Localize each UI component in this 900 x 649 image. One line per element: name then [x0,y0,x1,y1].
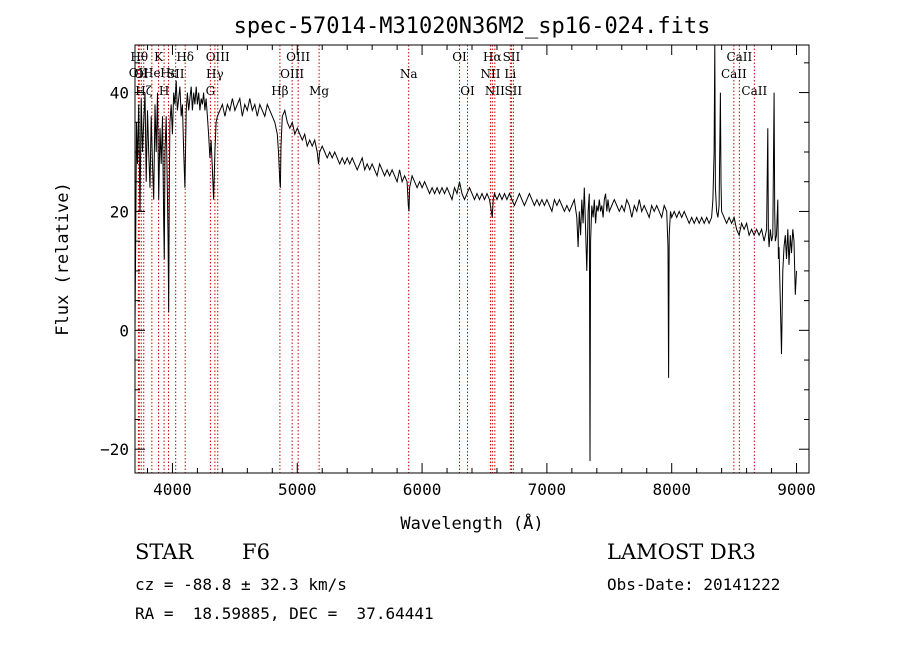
x-tick-label: 7000 [528,480,567,499]
line-label: SII [504,84,522,98]
line-label: G [206,84,216,98]
line-label: CaII [726,50,752,64]
y-tick-label: −20 [100,440,129,459]
line-label: SII [503,50,521,64]
redshift-cz: cz = -88.8 ± 32.3 km/s [135,575,347,594]
line-label: OI [460,84,475,98]
x-axis-label: Wavelength (Å) [400,512,543,534]
line-label: CaII [741,84,767,98]
object-class: STAR [135,540,194,564]
y-tick-label: 0 [119,321,129,340]
line-label: Na [400,67,418,81]
x-tick-label: 9000 [777,480,816,499]
line-label: OIII [286,50,310,64]
object-subclass: F6 [242,540,270,564]
line-label: Mg [309,84,329,98]
plot-frame [134,44,810,474]
line-label: OIII [280,67,304,81]
line-label: CaII [721,67,747,81]
line-label: He [143,66,161,80]
line-label: NII [485,84,505,98]
x-tick-label: 5000 [278,480,317,499]
y-tick-label: 20 [110,202,129,221]
line-label: Hθ [130,50,148,64]
flux-series-line [134,44,797,462]
line-label: OI [134,67,149,81]
y-axis-label: Flux (relative) [53,182,73,336]
line-label: OI [452,50,467,64]
line-label: OIII [206,50,230,64]
y-axis-ticks: −20 0 20 40 [100,62,809,459]
line-label: OII [129,66,149,80]
line-label: Hβ [271,84,288,98]
x-tick-label: 8000 [652,480,691,499]
x-axis-ticks: 4000 5000 6000 7000 8000 9000 [146,45,816,499]
y-tick-label: 40 [110,84,129,103]
line-label: K [154,50,164,64]
chart-title: spec-57014-M31020N36M2_sp16-024.fits [234,14,711,39]
spectral-line-markers [137,45,755,473]
line-label: SII [167,67,185,81]
line-label: Li [504,67,516,81]
line-label: Hα [483,50,502,64]
line-label: H [159,84,169,98]
line-label: Hζ [135,84,152,98]
spectral-line-labels: HθOIIOIHζHeKHHεSIIHδGHγOIIIHβOIIIOIIIMgN… [129,50,768,98]
line-label: NII [480,67,500,81]
line-label: Hε [160,66,177,80]
survey-name: LAMOST DR3 [607,540,756,564]
x-tick-label: 4000 [153,480,192,499]
line-label: Hγ [206,67,224,81]
line-label: Hδ [176,50,194,64]
observation-date: Obs-Date: 20141222 [607,575,780,594]
coordinates: RA = 18.59885, DEC = 37.64441 [135,604,434,623]
x-tick-label: 6000 [403,480,442,499]
